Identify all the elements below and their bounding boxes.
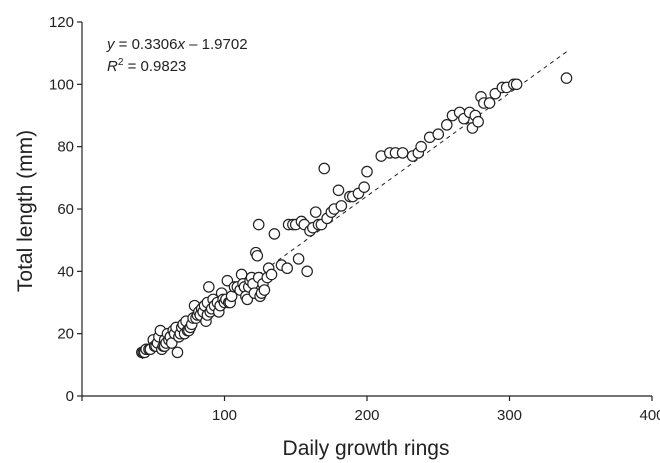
data-points [136,72,573,359]
data-point [415,140,427,153]
y-tick-label: 100 [49,76,74,93]
data-point [252,218,265,231]
data-point [268,228,281,240]
data-point [489,87,502,100]
data-point [396,147,409,159]
y-axis-title: Total length (mm) [14,130,37,292]
data-point [440,119,453,131]
data-point [335,200,348,212]
y-tick-label: 80 [57,139,74,156]
data-point [318,162,331,175]
x-tick-label: 400 [639,407,660,424]
y-tick-label: 120 [49,14,74,31]
data-point [358,181,370,193]
y-tick-label: 60 [57,201,74,218]
data-point [483,97,496,109]
data-point [432,128,445,140]
data-point [309,206,322,218]
data-point [281,262,293,275]
r-squared-label: R2 = 0.9823 [107,57,186,75]
data-point [472,115,484,128]
x-tick-label: 200 [354,407,379,424]
regression-equation: y = 0.3306x – 1.9702 [106,36,248,53]
x-tick-label: 300 [497,407,522,424]
data-point [292,253,305,265]
data-point [258,284,271,296]
data-point [301,265,313,278]
y-tick-label: 40 [57,263,74,280]
data-point [203,281,215,293]
x-tick-label: 100 [212,407,237,424]
data-point [361,165,373,178]
data-point [510,78,523,91]
y-tick-label: 0 [66,388,74,405]
data-point [171,346,184,359]
y-tick-label: 20 [57,326,74,343]
data-point [251,249,264,262]
y-ticks: 0 20 40 60 80 100 120 [49,14,82,405]
x-axis-title: Daily growth rings [283,437,450,460]
x-ticks: 100 200 300 400 [81,396,660,424]
data-point [265,268,278,281]
data-point [560,72,573,84]
data-point [332,184,345,197]
data-point [241,293,254,306]
data-point [221,274,234,287]
